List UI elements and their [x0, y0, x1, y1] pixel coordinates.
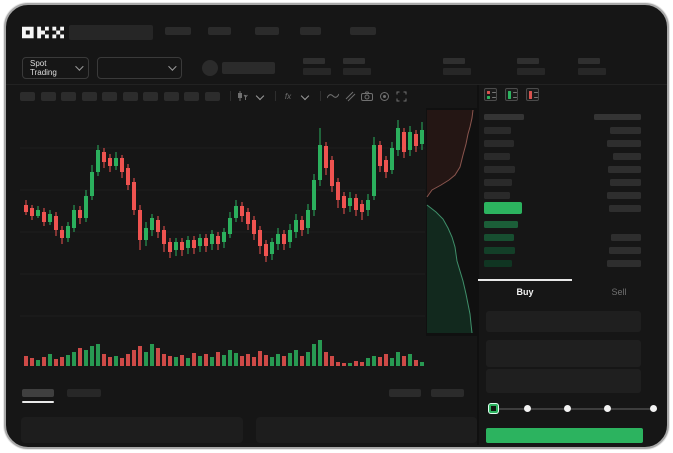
chevron-down-icon[interactable] [298, 90, 312, 102]
orderbook-view-toggles [484, 88, 539, 101]
slider-stop[interactable] [604, 405, 611, 412]
interval-button[interactable] [20, 91, 35, 101]
bottom-tab-active[interactable] [22, 389, 54, 397]
interval-button[interactable] [81, 91, 97, 101]
orderbook-row[interactable] [484, 244, 642, 257]
ticker-stat [343, 58, 373, 76]
orderbook-bids[interactable] [484, 218, 642, 270]
order-history-panel [256, 417, 477, 443]
trade-side-tabs: Buy Sell [478, 279, 666, 303]
coin-avatar [202, 60, 218, 76]
header-search-placeholder[interactable] [69, 25, 153, 40]
orderbook-row[interactable] [484, 218, 642, 231]
app-window: Spot Trading fx [4, 3, 669, 449]
amount-input[interactable] [486, 340, 641, 367]
nav-item-placeholder[interactable] [208, 27, 231, 35]
indicator-fx-icon[interactable]: fx [284, 91, 292, 101]
ticker-stat [443, 58, 473, 76]
orderbook-row[interactable] [484, 176, 642, 189]
bottom-action-placeholder[interactable] [431, 389, 464, 397]
book-asks-view-icon[interactable] [526, 88, 539, 101]
bottom-action-placeholder[interactable] [389, 389, 421, 397]
orderbook-row[interactable] [484, 231, 642, 244]
total-input[interactable] [486, 369, 641, 393]
candlestick-chart[interactable] [20, 108, 480, 372]
interval-button[interactable] [40, 91, 56, 101]
okx-logo [22, 26, 64, 39]
nav-item-placeholder[interactable] [300, 27, 321, 35]
book-split-view-icon[interactable] [484, 88, 497, 101]
market-type-dropdown[interactable]: Spot Trading [22, 57, 89, 79]
ticker-stat [303, 58, 333, 76]
interval-button[interactable] [163, 91, 179, 101]
interval-button[interactable] [143, 91, 158, 101]
candle-type-icon[interactable] [236, 90, 250, 102]
orderbook-row[interactable] [484, 137, 642, 150]
interval-button[interactable] [184, 91, 199, 101]
interval-button[interactable] [204, 91, 220, 101]
chevron-down-icon [75, 62, 84, 71]
slider-track[interactable] [489, 408, 657, 410]
compare-icon[interactable] [343, 90, 357, 102]
orderbook-row[interactable] [484, 150, 642, 163]
header-divider [6, 84, 667, 85]
slider-handle[interactable] [489, 404, 498, 413]
orderbook-header [484, 111, 642, 124]
nav-item-placeholder[interactable] [165, 27, 191, 35]
chart-toolbar: fx [20, 90, 411, 102]
chevron-down-icon [168, 62, 177, 71]
chevron-down-icon[interactable] [253, 90, 267, 102]
orderbook-row[interactable] [484, 124, 642, 137]
nav-item-placeholder[interactable] [350, 27, 376, 35]
camera-icon[interactable] [360, 90, 374, 102]
interval-button[interactable] [61, 91, 76, 101]
orderbook-row[interactable] [484, 257, 642, 270]
slider-stop[interactable] [564, 405, 571, 412]
ticker-stat [578, 58, 608, 76]
buy-submit-button[interactable] [486, 428, 643, 443]
nav-item-placeholder[interactable] [255, 27, 279, 35]
amount-slider[interactable] [489, 403, 657, 415]
price-placeholder [222, 62, 275, 74]
panel-divider [477, 85, 479, 445]
orderbook-row[interactable] [484, 189, 642, 202]
orderbook-row[interactable] [484, 163, 642, 176]
orderbook-asks[interactable] [484, 124, 642, 202]
settings-gear-icon[interactable] [377, 90, 391, 102]
book-bids-view-icon[interactable] [505, 88, 518, 101]
price-input[interactable] [486, 311, 641, 332]
slider-stop[interactable] [650, 405, 657, 412]
tab-sell[interactable]: Sell [611, 287, 627, 297]
slider-stop[interactable] [524, 405, 531, 412]
interval-button[interactable] [102, 91, 117, 101]
pair-dropdown[interactable] [97, 57, 182, 79]
bottom-tab-underline [22, 401, 54, 403]
market-type-label: Spot Trading [30, 59, 57, 77]
fullscreen-icon[interactable] [394, 90, 408, 102]
trend-line-icon[interactable] [326, 90, 340, 102]
bottom-tab[interactable] [67, 389, 101, 397]
tab-buy[interactable]: Buy [478, 279, 572, 303]
orderbook-last-price[interactable] [484, 202, 642, 216]
ticker-stat [517, 58, 547, 76]
open-orders-panel [21, 417, 243, 443]
interval-button[interactable] [122, 91, 138, 101]
